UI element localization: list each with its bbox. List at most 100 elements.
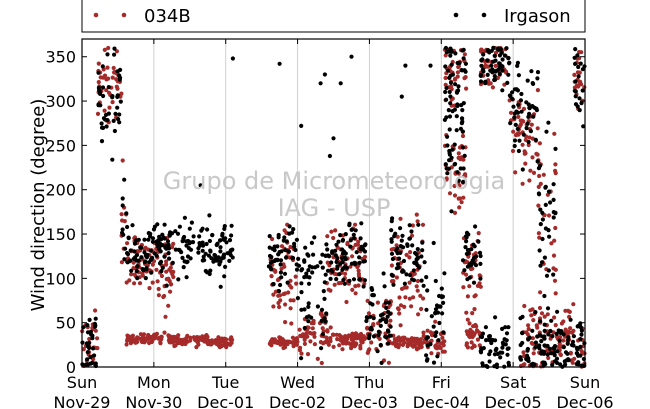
data-point [537,346,542,351]
data-point [162,254,167,259]
data-point [354,341,359,346]
data-point [420,240,425,245]
data-point [166,333,171,338]
data-point [208,248,213,253]
data-point [348,238,353,243]
data-point [386,329,391,334]
data-point [320,252,325,257]
data-point [526,114,531,119]
data-point [526,323,531,328]
data-point [296,256,301,261]
data-point [289,321,294,326]
data-point [473,263,479,268]
data-point [577,81,583,86]
data-point [572,72,577,77]
data-point [188,256,193,261]
data-point [537,332,543,337]
data-point [172,343,177,349]
data-point [85,357,90,362]
data-point [406,341,411,346]
data-point [404,272,409,277]
data-point [325,268,331,273]
x-tick-label-date: Dec-06 [556,393,613,409]
data-point [162,330,167,335]
data-point [386,341,391,346]
data-point [478,79,484,84]
data-point [573,79,578,84]
data-point [197,234,202,239]
data-point [361,284,366,289]
data-point [395,246,400,251]
data-point [410,223,415,228]
data-point [275,257,280,263]
data-point [85,330,91,335]
data-point [570,360,575,365]
data-point [516,132,521,137]
data-point [454,90,460,95]
data-point [155,243,160,248]
data-point [447,114,453,119]
data-point [380,312,385,317]
data-point [322,72,327,77]
data-point [119,212,124,217]
data-point [513,170,518,175]
data-point [480,67,485,72]
data-point [334,259,339,265]
data-point [102,47,107,53]
data-point [299,281,304,286]
data-point [402,304,407,309]
data-point [276,289,282,294]
data-point [419,278,424,283]
data-point [535,152,540,157]
data-point [508,94,513,99]
data-point [293,247,298,253]
data-point [507,60,512,65]
data-point [518,357,524,362]
data-point [135,335,140,340]
data-point [478,253,483,259]
data-point [433,333,438,338]
data-point [180,255,185,260]
data-point [188,335,193,340]
data-point [148,248,153,253]
data-point [535,159,540,164]
data-point [329,229,334,234]
data-point [551,266,556,271]
data-point [329,268,334,273]
data-point [538,351,544,356]
data-point [395,336,400,341]
data-point [371,322,376,327]
data-point [229,233,234,238]
data-point [459,200,464,205]
data-point [573,94,578,99]
data-point [325,234,330,239]
data-point [515,63,520,68]
data-point [281,345,286,351]
data-point [228,249,233,254]
data-point [99,139,105,144]
data-point [465,345,470,350]
data-point [122,177,127,182]
data-point [141,334,146,339]
data-point [546,189,552,194]
data-point [408,250,413,255]
data-point [580,88,585,93]
data-point [538,319,543,324]
data-point [167,232,172,237]
data-point [447,152,452,157]
data-point [336,239,341,244]
data-point [544,273,550,278]
data-point [347,221,352,226]
data-point [398,226,403,231]
legend-marker-034b [121,12,127,18]
data-point [365,298,370,303]
data-point [356,239,361,244]
data-point [347,333,352,339]
data-point [343,271,348,276]
data-point [488,68,493,73]
data-point [358,236,363,241]
data-point [85,323,90,328]
data-point [96,70,101,75]
data-point [189,220,194,225]
data-point [425,343,430,348]
